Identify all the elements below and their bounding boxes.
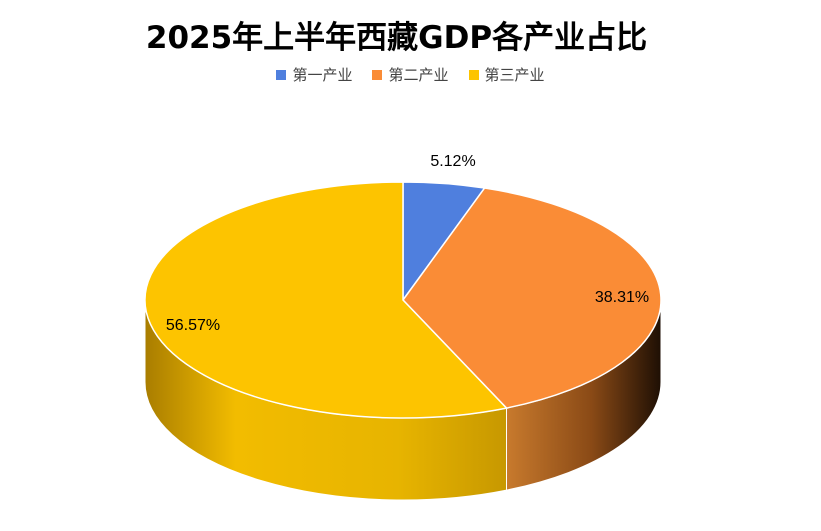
- legend: 第一产业 第二产业 第三产业: [0, 64, 821, 85]
- data-label-secondary: 38.31%: [595, 289, 649, 306]
- pie-slice-secondary: [402, 187, 662, 409]
- legend-item-primary: 第一产业: [276, 64, 352, 85]
- legend-item-secondary: 第二产业: [372, 64, 449, 85]
- chart-title: 2025年上半年西藏GDP各产业占比: [145, 20, 648, 56]
- data-label-tertiary: 56.57%: [166, 317, 220, 334]
- legend-label-primary: 第一产业: [292, 66, 353, 84]
- legend-swatch-primary: [276, 69, 287, 80]
- legend-label-secondary: 第二产业: [388, 66, 449, 84]
- legend-item-tertiary: 第三产业: [468, 64, 545, 85]
- pie-slice-tertiary: [144, 181, 508, 419]
- data-label-primary: 5.12%: [430, 153, 475, 170]
- legend-swatch-tertiary: [468, 69, 479, 80]
- legend-label-tertiary: 第三产业: [484, 66, 545, 84]
- legend-swatch-secondary: [372, 69, 383, 80]
